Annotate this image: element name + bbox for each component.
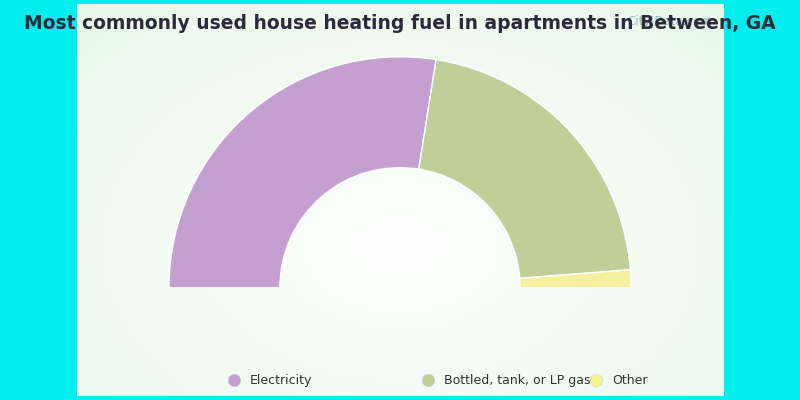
Text: Electricity: Electricity — [250, 374, 312, 387]
Text: City-Data.com: City-Data.com — [627, 15, 712, 28]
Wedge shape — [169, 57, 436, 288]
Text: Bottled, tank, or LP gas: Bottled, tank, or LP gas — [444, 374, 590, 387]
Wedge shape — [520, 270, 631, 288]
Text: Most commonly used house heating fuel in apartments in Between, GA: Most commonly used house heating fuel in… — [24, 14, 776, 33]
Text: Other: Other — [613, 374, 648, 387]
Wedge shape — [418, 60, 630, 278]
